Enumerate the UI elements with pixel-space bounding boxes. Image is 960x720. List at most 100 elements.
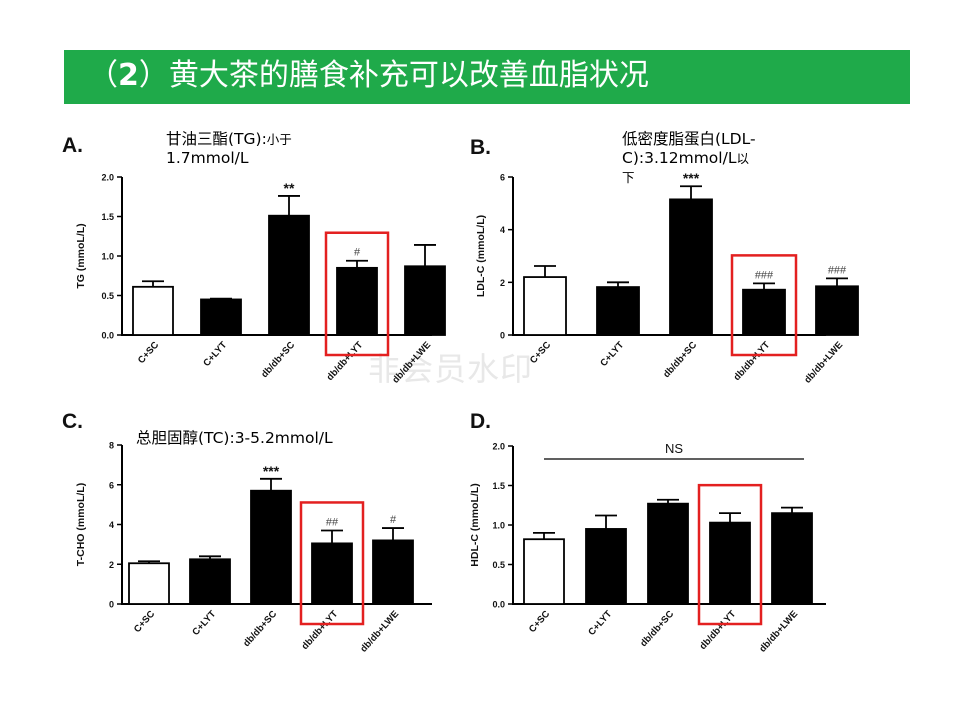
chart-c-bar-3: [311, 542, 353, 605]
chart-d-ytick-label-1: 0.5: [492, 560, 505, 570]
chart-d-bar-4: [771, 512, 813, 605]
chart-a-bar-2: [268, 214, 310, 336]
chart-b-bar-2: [669, 198, 713, 336]
note-ldl-line2-small: 以: [736, 151, 749, 166]
title-paren-close: ）: [138, 58, 169, 93]
note-ldl: 低密度脂蛋白(LDL- C):3.12mmol/L以 下: [622, 130, 756, 187]
chart-d-ytick-label-4: 2.0: [492, 442, 505, 452]
chart-b-ytick-label-2: 4: [500, 225, 505, 235]
chart-b-ldl: 0 2 4 6 LDL-C (mmoL/L) C+SC C+LYT *** db/db+SC ##…: [475, 170, 859, 386]
chart-c-ytick-label-4: 8: [109, 441, 114, 451]
chart-c-annotation-4: #: [390, 514, 397, 526]
chart-a-ylabel: TG (mmoL/L): [75, 223, 87, 288]
chart-c-bar-1: [189, 558, 231, 605]
chart-b-annotation-2: ***: [683, 170, 700, 186]
chart-d-ylabel: HDL-C (mmoL/L): [469, 483, 481, 566]
chart-c-ytick-label-0: 0: [109, 600, 114, 610]
chart-c-tcho: 0 2 4 6 8 T-CHO (mmoL/L) C+SC C+LYT *** db/db+SC #…: [75, 441, 432, 655]
chart-c-category-label-3: db/db+LYT: [300, 609, 341, 653]
chart-b-ytick-label-1: 2: [500, 278, 505, 288]
chart-c-highlight-box: [299, 501, 365, 626]
chart-a-annotation-3: #: [354, 247, 361, 259]
panel-letter-a: A.: [62, 134, 83, 157]
note-tg: 甘油三酯(TG):小于 1.7mmol/L: [166, 130, 292, 168]
chart-d-hdl: 0.0 0.5 1.0 1.5 2.0 HDL-C (mmoL/L) C+SC C+LYT db…: [469, 441, 826, 655]
note-tg-value: 1.7mmol/L: [166, 149, 249, 167]
chart-b-bar-4: [815, 285, 859, 336]
title-main-text: 黄大茶的膳食补充可以改善血脂状况: [168, 58, 649, 93]
chart-a-category-label-1: C+LYT: [201, 340, 229, 369]
chart-a-highlight-box: [324, 231, 390, 357]
title-bar: （2）黄大茶的膳食补充可以改善血脂状况: [64, 50, 910, 104]
chart-c-bar-4: [372, 539, 414, 605]
chart-c-category-label-0: C+SC: [132, 609, 157, 635]
chart-b-category-label-0: C+SC: [528, 340, 553, 366]
chart-a-ytick-label-3: 1.5: [101, 212, 114, 222]
chart-b-bar-1: [596, 286, 640, 336]
chart-d-bar-2: [647, 502, 689, 605]
chart-d-ytick-label-3: 1.5: [492, 481, 505, 491]
chart-b-category-label-1: C+LYT: [598, 340, 626, 369]
chart-b-category-label-4: db/db+LWE: [802, 340, 845, 386]
note-tc: 总胆固醇(TC):3-5.2mmol/L: [136, 429, 333, 447]
chart-c-category-label-4: db/db+LWE: [358, 609, 401, 655]
chart-a-bar-1: [200, 298, 242, 336]
chart-a-annotation-2: **: [284, 180, 295, 196]
chart-d-bar-0: [523, 538, 565, 605]
panel-letter-b: B.: [470, 136, 491, 159]
chart-a-bar-3: [336, 266, 378, 336]
chart-a-category-label-2: db/db+SC: [259, 340, 297, 381]
chart-a-ytick-label-0: 0.0: [101, 331, 114, 341]
chart-a-ytick-label-2: 1.0: [101, 252, 114, 262]
chart-b-annotation-4: ###: [828, 264, 847, 276]
chart-c-category-label-1: C+LYT: [190, 609, 218, 638]
chart-a-bar-0: [132, 285, 174, 336]
chart-d-category-label-0: C+SC: [527, 609, 552, 635]
chart-b-highlight-box: [730, 254, 798, 357]
note-tg-main: 甘油三酯(TG):: [166, 130, 267, 148]
chart-a-ytick-label-4: 2.0: [101, 173, 114, 183]
title-number: 2: [118, 58, 139, 93]
panel-letter-c: C.: [62, 410, 83, 433]
chart-c-ytick-label-1: 2: [109, 560, 114, 570]
chart-c-category-label-2: db/db+SC: [241, 609, 279, 650]
chart-a-tg: 0.0 0.5 1.0 1.5 2.0 TG (mmoL/L) C+SC C+LYT ** db/…: [75, 173, 446, 386]
chart-b-ytick-label-3: 6: [500, 173, 505, 183]
chart-a-category-label-4: db/db+LWE: [390, 340, 433, 386]
chart-a-ytick-label-1: 0.5: [101, 291, 114, 301]
chart-c-annotation-3: ##: [326, 516, 339, 528]
chart-d-bracket-label: NS: [665, 441, 683, 456]
chart-b-bar-3: [742, 288, 786, 336]
note-tg-small: 小于: [266, 132, 292, 147]
chart-b-annotation-3: ###: [755, 269, 774, 281]
chart-c-bar-2: [250, 489, 292, 605]
panel-letter-d: D.: [470, 410, 491, 433]
chart-d-highlight-box: [697, 483, 763, 626]
chart-d-category-label-3: db/db+LYT: [698, 609, 739, 653]
chart-b-ytick-label-0: 0: [500, 331, 505, 341]
chart-d-bar-3: [709, 521, 751, 605]
chart-c-bar-0: [128, 562, 170, 605]
chart-b-category-label-3: db/db+LYT: [732, 340, 773, 384]
chart-d-category-label-4: db/db+LWE: [757, 609, 800, 655]
slide-title: （2）黄大茶的膳食补充可以改善血脂状况: [88, 56, 649, 96]
chart-a-category-label-0: C+SC: [136, 340, 161, 366]
chart-d-category-label-1: C+LYT: [586, 609, 614, 638]
chart-d-bar-1: [585, 528, 627, 605]
chart-c-ytick-label-2: 4: [109, 520, 114, 530]
chart-c-ylabel: T-CHO (mmoL/L): [75, 483, 87, 566]
chart-b-category-label-2: db/db+SC: [661, 340, 699, 381]
chart-b-ylabel: LDL-C (mmoL/L): [475, 215, 487, 297]
note-ldl-line2: C):3.12mmol/L: [622, 149, 737, 167]
chart-a-category-label-3: db/db+LYT: [325, 340, 366, 384]
chart-d-ytick-label-0: 0.0: [492, 600, 505, 610]
chart-c-ytick-label-3: 6: [109, 480, 114, 490]
chart-c-annotation-2: ***: [263, 463, 280, 479]
chart-d-category-label-2: db/db+SC: [638, 609, 676, 650]
note-ldl-line3: 下: [622, 170, 635, 185]
chart-a-bar-4: [404, 265, 446, 336]
chart-d-ytick-label-2: 1.0: [492, 521, 505, 531]
watermark: 非会员水印: [368, 350, 534, 388]
note-ldl-line1: 低密度脂蛋白(LDL-: [622, 130, 756, 148]
